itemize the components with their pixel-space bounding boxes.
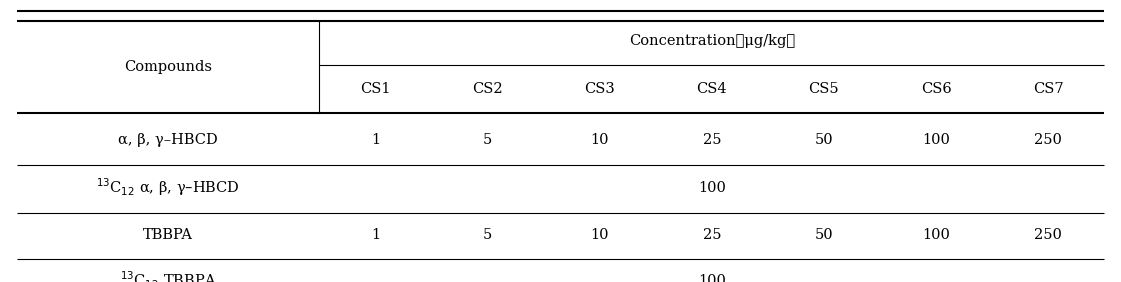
Text: $^{13}$C$_{12}$ α, β, γ–HBCD: $^{13}$C$_{12}$ α, β, γ–HBCD (96, 177, 240, 198)
Text: 25: 25 (703, 133, 721, 147)
Text: 250: 250 (1035, 228, 1062, 243)
Text: 100: 100 (698, 180, 725, 195)
Text: $^{13}$C$_{12}$ TBBPA: $^{13}$C$_{12}$ TBBPA (120, 270, 216, 282)
Text: CS3: CS3 (584, 82, 615, 96)
Text: CS5: CS5 (808, 82, 840, 96)
Text: 250: 250 (1035, 133, 1062, 147)
Text: 5: 5 (483, 228, 492, 243)
Text: α, β, γ–HBCD: α, β, γ–HBCD (119, 133, 217, 147)
Text: CS1: CS1 (360, 82, 391, 96)
Text: 50: 50 (815, 133, 833, 147)
Text: TBBPA: TBBPA (143, 228, 193, 243)
Text: CS2: CS2 (472, 82, 503, 96)
Text: 100: 100 (923, 133, 949, 147)
Text: 10: 10 (591, 133, 609, 147)
Text: 1: 1 (371, 228, 380, 243)
Text: CS7: CS7 (1032, 82, 1064, 96)
Text: 5: 5 (483, 133, 492, 147)
Text: Concentration（μg/kg）: Concentration（μg/kg） (629, 34, 795, 48)
Text: 25: 25 (703, 228, 721, 243)
Text: 100: 100 (923, 228, 949, 243)
Text: 10: 10 (591, 228, 609, 243)
Text: 50: 50 (815, 228, 833, 243)
Text: 1: 1 (371, 133, 380, 147)
Text: CS4: CS4 (696, 82, 728, 96)
Text: Compounds: Compounds (124, 60, 212, 74)
Text: CS6: CS6 (920, 82, 952, 96)
Text: 100: 100 (698, 274, 725, 282)
